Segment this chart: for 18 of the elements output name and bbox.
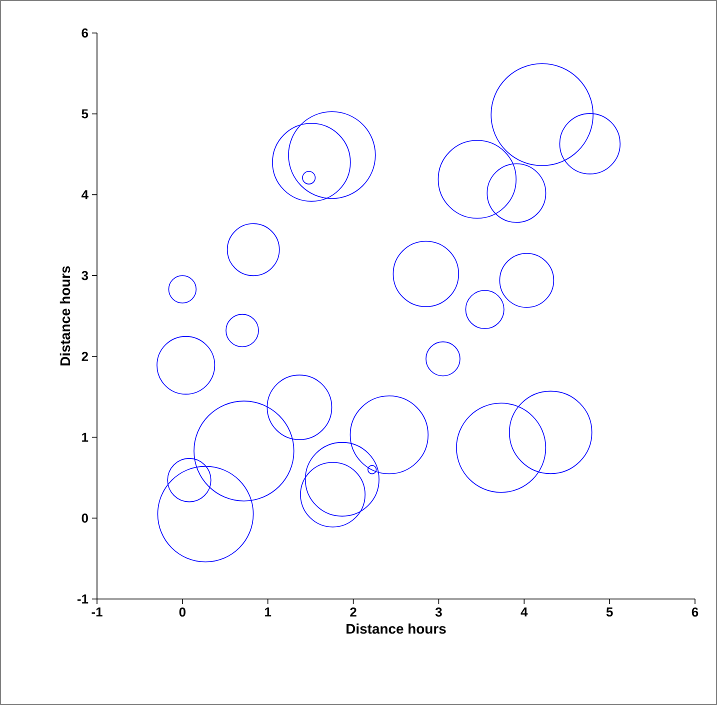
x-tick-label: 0 — [179, 608, 186, 617]
x-axis-title: Distance hours — [346, 624, 446, 634]
y-tick-label: 0 — [82, 514, 88, 523]
y-tick-label: 4 — [81, 190, 88, 200]
x-tick-label: 5 — [606, 608, 613, 617]
x-tick-label: 3 — [435, 608, 442, 617]
x-tick-label: 4 — [520, 608, 528, 616]
x-tick-label: -1 — [92, 608, 102, 616]
x-tick-label: 6 — [692, 608, 698, 617]
y-tick-label: 6 — [82, 28, 88, 38]
y-tick-label: 3 — [82, 270, 88, 280]
y-tick-label: -1 — [77, 594, 88, 604]
y-axis-title: Distance hours — [60, 266, 70, 366]
y-tick-label: 2 — [82, 352, 88, 361]
x-tick-label: 1 — [265, 608, 272, 616]
y-tick-label: 1 — [82, 432, 88, 442]
x-tick-label: 2 — [350, 608, 356, 617]
y-tick-label: 5 — [82, 109, 88, 118]
